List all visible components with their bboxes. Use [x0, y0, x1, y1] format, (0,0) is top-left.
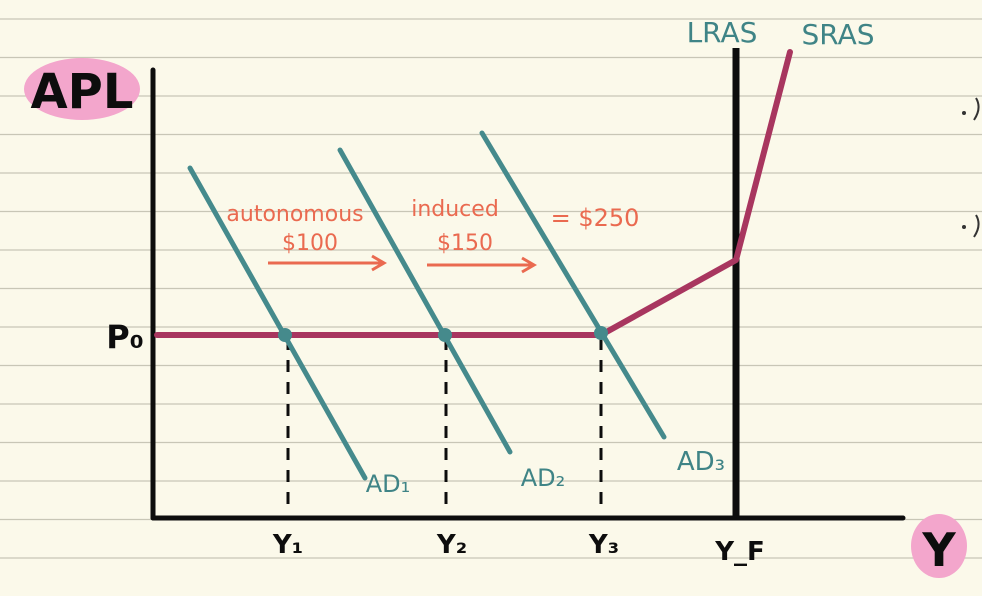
- autonomous-title: autonomous: [226, 202, 363, 227]
- lras-label: LRAS: [687, 16, 758, 49]
- equilibrium-point-1: [278, 328, 292, 342]
- x-label-highlight: [911, 514, 967, 578]
- y-label-highlight: [24, 58, 140, 120]
- autonomous-amount: $100: [282, 231, 338, 256]
- x-axis-label: Y: [921, 523, 956, 577]
- price-level-label: P₀: [106, 318, 143, 356]
- y3-label: Y₃: [588, 530, 619, 560]
- sras-curve: [154, 49, 793, 338]
- margin-mark: [973, 214, 980, 238]
- margin-mark: [973, 97, 980, 121]
- autonomous-arrow-head: [371, 254, 387, 272]
- y1-label: Y₁: [272, 530, 303, 560]
- total-multiplier: = $250: [551, 204, 640, 232]
- induced-arrow-head: [521, 256, 537, 274]
- ad3-curve: [479, 130, 667, 440]
- y2-label: Y₂: [436, 530, 467, 560]
- ad1-curve: [187, 165, 368, 481]
- margin-dot: [962, 111, 966, 115]
- margin-dot: [962, 225, 966, 229]
- ad1-label: AD₁: [366, 470, 411, 498]
- ad2-label: AD₂: [521, 464, 566, 492]
- ad2-curve: [337, 147, 513, 455]
- equilibrium-point-2: [438, 328, 452, 342]
- ad3-label: AD₃: [677, 447, 725, 477]
- induced-amount: $150: [437, 231, 493, 256]
- equilibrium-point-3: [594, 326, 608, 340]
- notebook-lines: [0, 18, 982, 559]
- sras-label: SRAS: [801, 18, 874, 51]
- induced-title: induced: [411, 197, 499, 222]
- y-axis-label: APL: [31, 64, 134, 120]
- yf-label: Y_F: [714, 537, 765, 567]
